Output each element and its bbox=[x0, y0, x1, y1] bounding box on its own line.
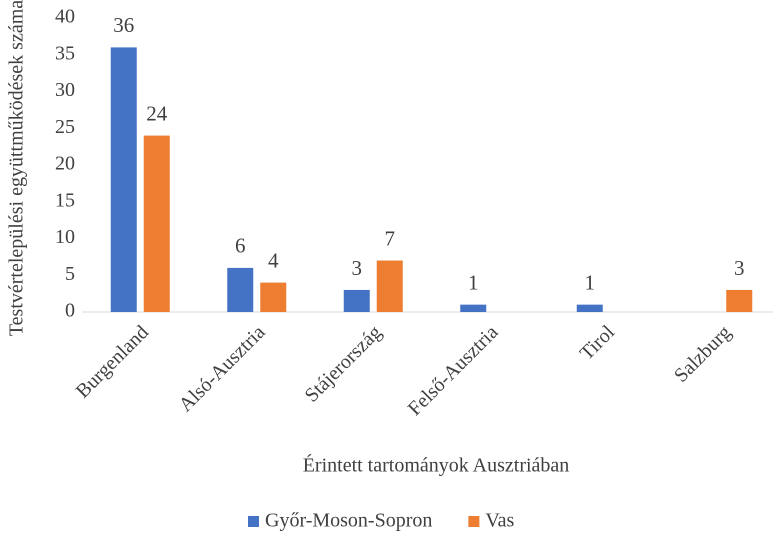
legend-swatch bbox=[468, 516, 480, 527]
y-tick-label: 35 bbox=[55, 42, 75, 64]
bar bbox=[143, 135, 170, 312]
bar bbox=[343, 289, 370, 312]
y-axis-title: Testvértelepülési együttműködések száma bbox=[6, 0, 28, 336]
x-tick-label: Alsó-Ausztria bbox=[175, 321, 270, 416]
x-axis-title: Érintett tartományok Ausztriában bbox=[303, 454, 570, 477]
data-label: 3 bbox=[734, 256, 745, 280]
bar bbox=[726, 289, 753, 312]
x-tick-label: Burgenland bbox=[72, 321, 153, 402]
bar bbox=[227, 267, 254, 312]
bar bbox=[576, 304, 603, 312]
y-tick-label: 5 bbox=[65, 263, 75, 285]
x-tick-label: Felső-Ausztria bbox=[404, 321, 503, 420]
legend-swatch bbox=[248, 516, 259, 527]
legend-label: Győr-Moson-Sopron bbox=[265, 510, 432, 532]
x-tick-label: Tirol bbox=[576, 321, 620, 365]
y-tick-label: 15 bbox=[55, 189, 75, 211]
data-label: 36 bbox=[113, 13, 134, 37]
data-label: 4 bbox=[268, 248, 279, 272]
y-tick-label: 20 bbox=[55, 153, 75, 175]
bar bbox=[460, 304, 487, 312]
data-label: 1 bbox=[585, 270, 596, 294]
bar bbox=[110, 47, 137, 313]
x-tick-label: Salzburg bbox=[670, 321, 736, 387]
y-tick-label: 10 bbox=[55, 226, 75, 248]
data-label: 1 bbox=[468, 270, 479, 294]
data-label: 24 bbox=[146, 101, 168, 125]
y-tick-label: 0 bbox=[65, 300, 75, 322]
y-tick-label: 25 bbox=[55, 116, 75, 138]
x-tick-label: Stájerország bbox=[301, 321, 386, 406]
bar bbox=[376, 260, 403, 312]
data-label: 3 bbox=[352, 256, 363, 280]
y-tick-label: 30 bbox=[55, 79, 75, 101]
data-label: 6 bbox=[235, 234, 246, 258]
y-tick-label: 40 bbox=[55, 6, 75, 28]
bar bbox=[260, 282, 287, 312]
legend-label: Vas bbox=[485, 510, 514, 532]
data-label: 7 bbox=[385, 226, 396, 250]
